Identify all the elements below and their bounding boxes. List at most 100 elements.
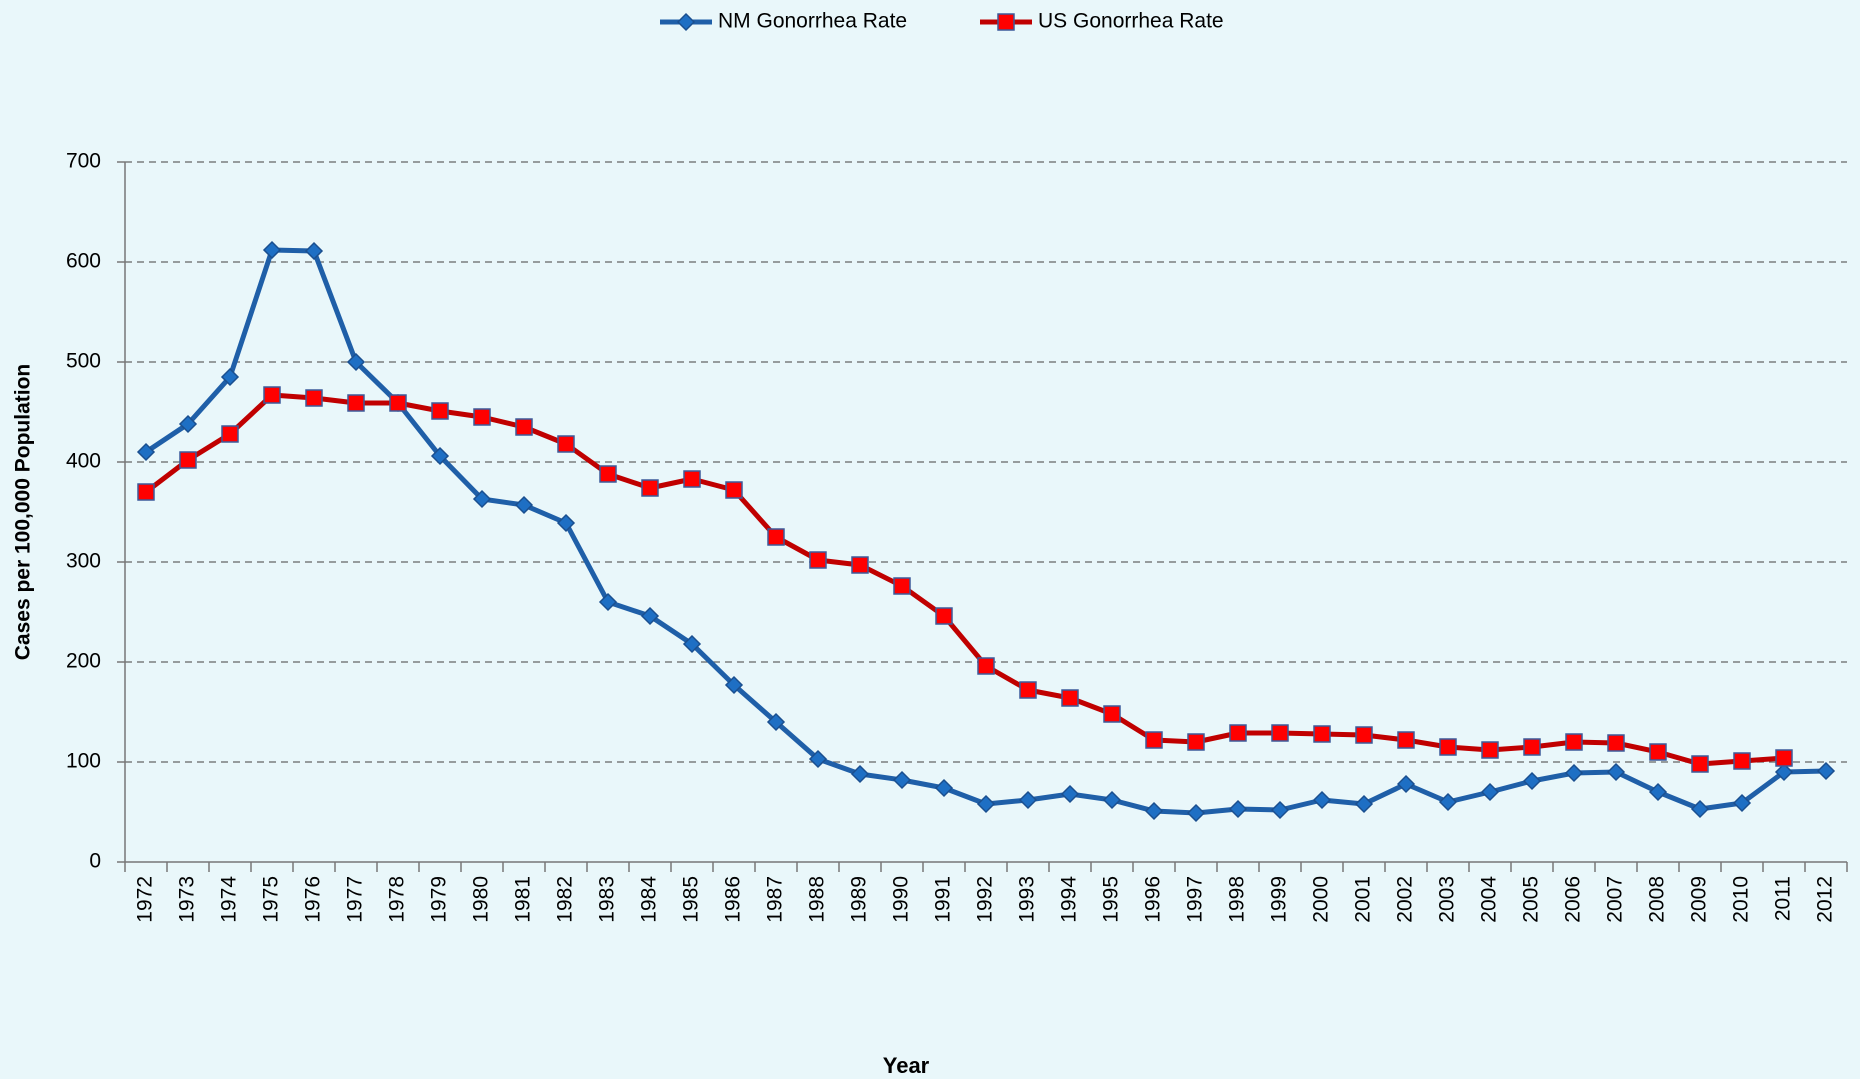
- data-point: [1396, 774, 1416, 794]
- x-tick-label: 2007: [1604, 876, 1627, 923]
- data-point: [640, 606, 660, 626]
- data-point: [1439, 738, 1457, 756]
- data-point: [136, 442, 156, 462]
- y-tick-label: 300: [66, 550, 101, 573]
- data-point: [1648, 782, 1668, 802]
- data-point: [724, 675, 744, 695]
- data-point: [1018, 790, 1038, 810]
- y-tick-label: 100: [66, 750, 101, 773]
- data-point: [850, 764, 870, 784]
- data-point: [1397, 731, 1415, 749]
- data-point: [1691, 755, 1709, 773]
- x-tick-label: 1999: [1268, 876, 1291, 923]
- x-tick-label: 1992: [974, 876, 997, 923]
- x-tick-label: 2000: [1310, 876, 1333, 923]
- x-tick-label: 1978: [386, 876, 409, 923]
- data-point: [1816, 761, 1836, 781]
- data-point: [1019, 681, 1037, 699]
- data-point: [515, 418, 533, 436]
- data-point: [892, 770, 912, 790]
- x-tick-label: 1981: [512, 876, 535, 923]
- data-point: [851, 556, 869, 574]
- data-point: [1732, 793, 1752, 813]
- data-point: [389, 394, 407, 412]
- y-tick-label: 600: [66, 250, 101, 273]
- x-tick-label: 1990: [890, 876, 913, 923]
- data-point: [1312, 790, 1332, 810]
- data-point: [1649, 743, 1667, 761]
- x-tick-label: 1993: [1016, 876, 1039, 923]
- data-point: [1564, 763, 1584, 783]
- data-point: [347, 394, 365, 412]
- x-tick-label: 2001: [1352, 876, 1375, 923]
- data-point: [1229, 724, 1247, 742]
- x-tick-label: 2009: [1688, 876, 1711, 923]
- data-point: [1481, 741, 1499, 759]
- data-point: [556, 513, 576, 533]
- series-line: [144, 392, 1785, 767]
- data-point: [599, 465, 617, 483]
- data-point: [934, 778, 954, 798]
- y-axis-label: Cases per 100,000 Population: [12, 364, 35, 660]
- x-tick-label: 1979: [428, 876, 451, 923]
- data-point: [1102, 790, 1122, 810]
- data-point: [1187, 733, 1205, 751]
- x-tick-label: 1983: [596, 876, 619, 923]
- y-tick-label: 400: [66, 450, 101, 473]
- data-point: [976, 794, 996, 814]
- legend-label: US Gonorrhea Rate: [1038, 10, 1224, 33]
- data-point: [766, 712, 786, 732]
- legend-marker: [997, 13, 1015, 31]
- x-tick-label: 2004: [1478, 876, 1501, 923]
- x-tick-label: 2005: [1520, 876, 1543, 923]
- x-tick-label: 1975: [260, 876, 283, 923]
- data-point: [514, 495, 534, 515]
- data-point: [1061, 689, 1079, 707]
- data-point: [263, 386, 281, 404]
- data-point: [725, 481, 743, 499]
- data-point: [1522, 771, 1542, 791]
- data-point: [304, 241, 324, 261]
- x-tick-label: 2002: [1394, 876, 1417, 923]
- data-point: [682, 634, 702, 654]
- data-point: [179, 451, 197, 469]
- data-point: [473, 408, 491, 426]
- data-point: [1060, 784, 1080, 804]
- data-point: [178, 414, 198, 434]
- data-point: [1271, 724, 1289, 742]
- data-point: [683, 470, 701, 488]
- y-tick-label: 700: [66, 150, 101, 173]
- x-tick-label: 2003: [1436, 876, 1459, 923]
- data-point: [137, 483, 155, 501]
- x-tick-label: 1976: [302, 876, 325, 923]
- x-tick-label: 1989: [848, 876, 871, 923]
- x-tick-label: 1985: [680, 876, 703, 923]
- x-tick-label: 1995: [1100, 876, 1123, 923]
- x-tick-label: 2011: [1772, 876, 1795, 921]
- data-point: [893, 577, 911, 595]
- x-tick-label: 1997: [1184, 876, 1207, 923]
- data-point: [1775, 749, 1793, 767]
- data-point: [1607, 734, 1625, 752]
- data-point: [1355, 726, 1373, 744]
- x-tick-label: 1972: [134, 876, 157, 923]
- y-tick-label: 0: [89, 850, 101, 873]
- data-point: [431, 402, 449, 420]
- x-tick-label: 1988: [806, 876, 829, 923]
- x-tick-label: 1980: [470, 876, 493, 923]
- x-tick-label: 1973: [176, 876, 199, 923]
- data-point: [220, 367, 240, 387]
- data-point: [1733, 752, 1751, 770]
- x-axis-label: Year: [883, 1053, 930, 1078]
- data-point: [1313, 725, 1331, 743]
- x-tick-label: 1982: [554, 876, 577, 923]
- x-tick-label: 1991: [932, 876, 955, 923]
- x-tick-label: 2008: [1646, 876, 1669, 923]
- data-point: [808, 749, 828, 769]
- x-tick-label: 1996: [1142, 876, 1165, 923]
- data-point: [346, 352, 366, 372]
- data-point: [1270, 800, 1290, 820]
- data-point: [767, 528, 785, 546]
- x-tick-label: 1984: [638, 876, 661, 923]
- data-point: [1690, 799, 1710, 819]
